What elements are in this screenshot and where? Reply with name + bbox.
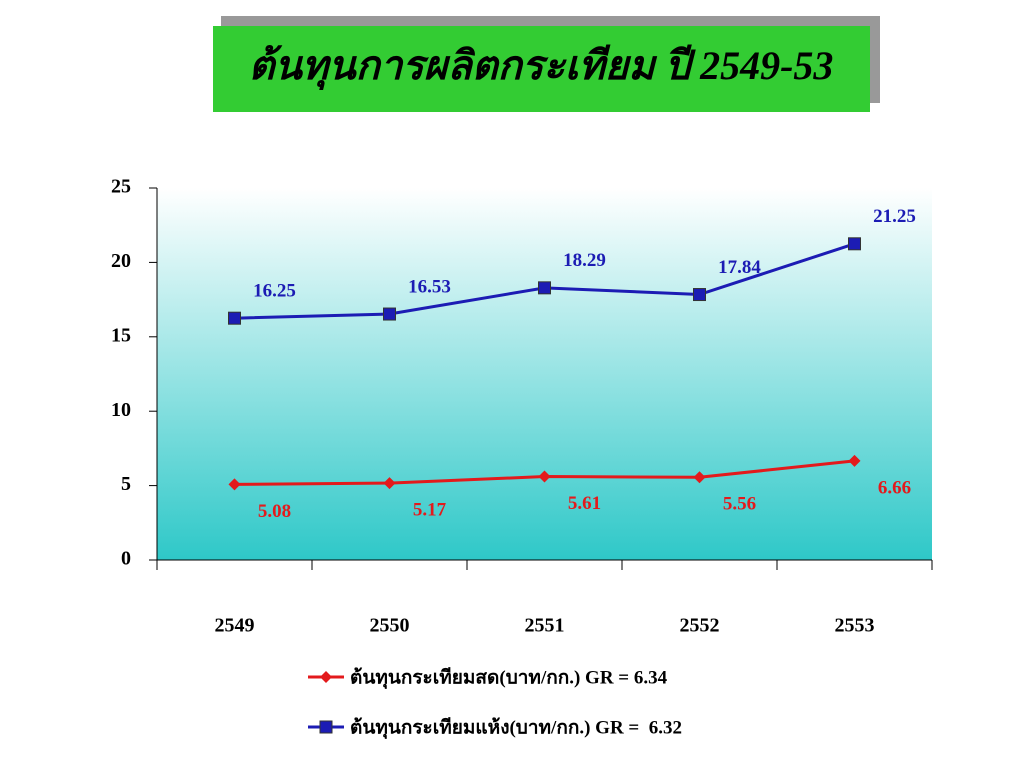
data-label: 5.08 [258,501,291,522]
y-tick-label: 10 [111,399,131,421]
data-label: 18.29 [563,250,606,271]
y-tick-label: 0 [121,548,131,570]
data-point [383,307,396,321]
title-box [213,26,870,112]
data-label: 5.56 [723,494,756,515]
x-tick-label: 2550 [370,615,410,637]
data-point [848,454,861,467]
data-label: 5.61 [568,493,601,514]
x-tick-label: 2551 [525,615,565,637]
data-label: 16.25 [253,281,296,302]
legend-label: ต้นทุนกระเทียมสด(บาท/กก.) GR = 6.34 [350,666,668,689]
legend-label: ต้นทุนกระเทียมแห้ง(บาท/กก.) GR = 6.32 [350,716,682,739]
y-tick-label: 5 [121,473,131,495]
data-point [538,470,551,483]
data-point [848,237,861,251]
y-tick-label: 20 [111,250,131,272]
x-tick-label: 2553 [835,615,875,637]
data-point [383,477,396,490]
data-point [693,288,706,302]
data-point [693,471,706,484]
data-point [228,311,241,325]
data-label: 21.25 [873,206,916,227]
y-tick-label: 15 [111,324,131,346]
legend-marker [320,671,332,683]
data-point [228,478,241,491]
data-label: 16.53 [408,276,451,297]
plot-area [157,188,932,560]
chart-title: ต้นทุนการผลิตกระเทียม ปี 2549-53 [249,43,834,91]
x-tick-label: 2549 [215,615,255,637]
x-tick-label: 2552 [680,615,720,637]
data-point [538,281,551,295]
y-tick-label: 25 [111,176,131,198]
data-label: 5.17 [413,499,447,520]
legend-marker [319,720,333,734]
data-label: 6.66 [878,477,911,498]
data-label: 17.84 [718,257,761,278]
